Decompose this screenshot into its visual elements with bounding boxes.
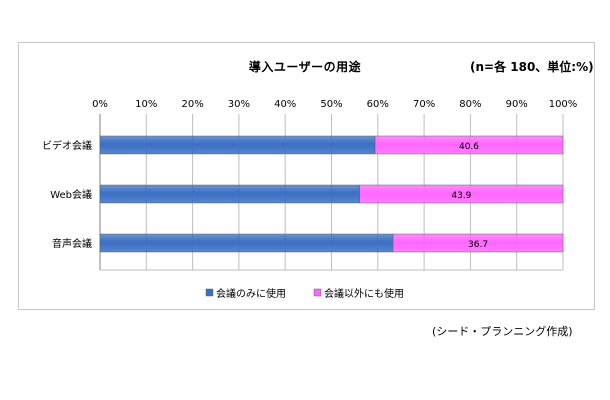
x-tick-label: 30% — [228, 99, 250, 110]
data-label: 43.9 — [451, 191, 471, 201]
data-label: 36.7 — [468, 240, 488, 250]
category-label: 音声会議 — [52, 237, 92, 250]
legend-label: 会議以外にも使用 — [324, 287, 404, 300]
bar-segment — [99, 135, 376, 155]
legend-swatch — [205, 288, 214, 297]
bar-segment — [392, 233, 564, 253]
chart-frame — [18, 42, 595, 310]
x-tick-label: 20% — [181, 99, 203, 110]
legend-swatch — [313, 288, 322, 297]
bar-segment — [99, 184, 360, 204]
chart-subtitle: (n=各 180、単位:%) — [470, 60, 594, 74]
x-tick-label: 80% — [459, 99, 481, 110]
data-label: 40.6 — [459, 142, 479, 152]
x-tick-label: 90% — [506, 99, 528, 110]
x-tick-label: 40% — [274, 99, 296, 110]
bar-segment — [359, 184, 564, 204]
category-label: ビデオ会議 — [42, 139, 92, 152]
x-tick-label: 60% — [367, 99, 389, 110]
chart-title: 導入ユーザーの用途 — [248, 60, 362, 74]
legend-label: 会議のみに使用 — [216, 287, 286, 300]
x-tick-label: 100% — [549, 99, 578, 110]
category-label: Web会議 — [50, 188, 92, 201]
bar-segment — [374, 135, 564, 155]
x-tick-label: 70% — [413, 99, 435, 110]
x-tick-label: 0% — [92, 99, 108, 110]
x-tick-label: 50% — [320, 99, 342, 110]
source-credit: (シード・プランニング作成) — [432, 325, 573, 338]
bar-segment — [99, 233, 394, 253]
x-tick-label: 10% — [135, 99, 157, 110]
